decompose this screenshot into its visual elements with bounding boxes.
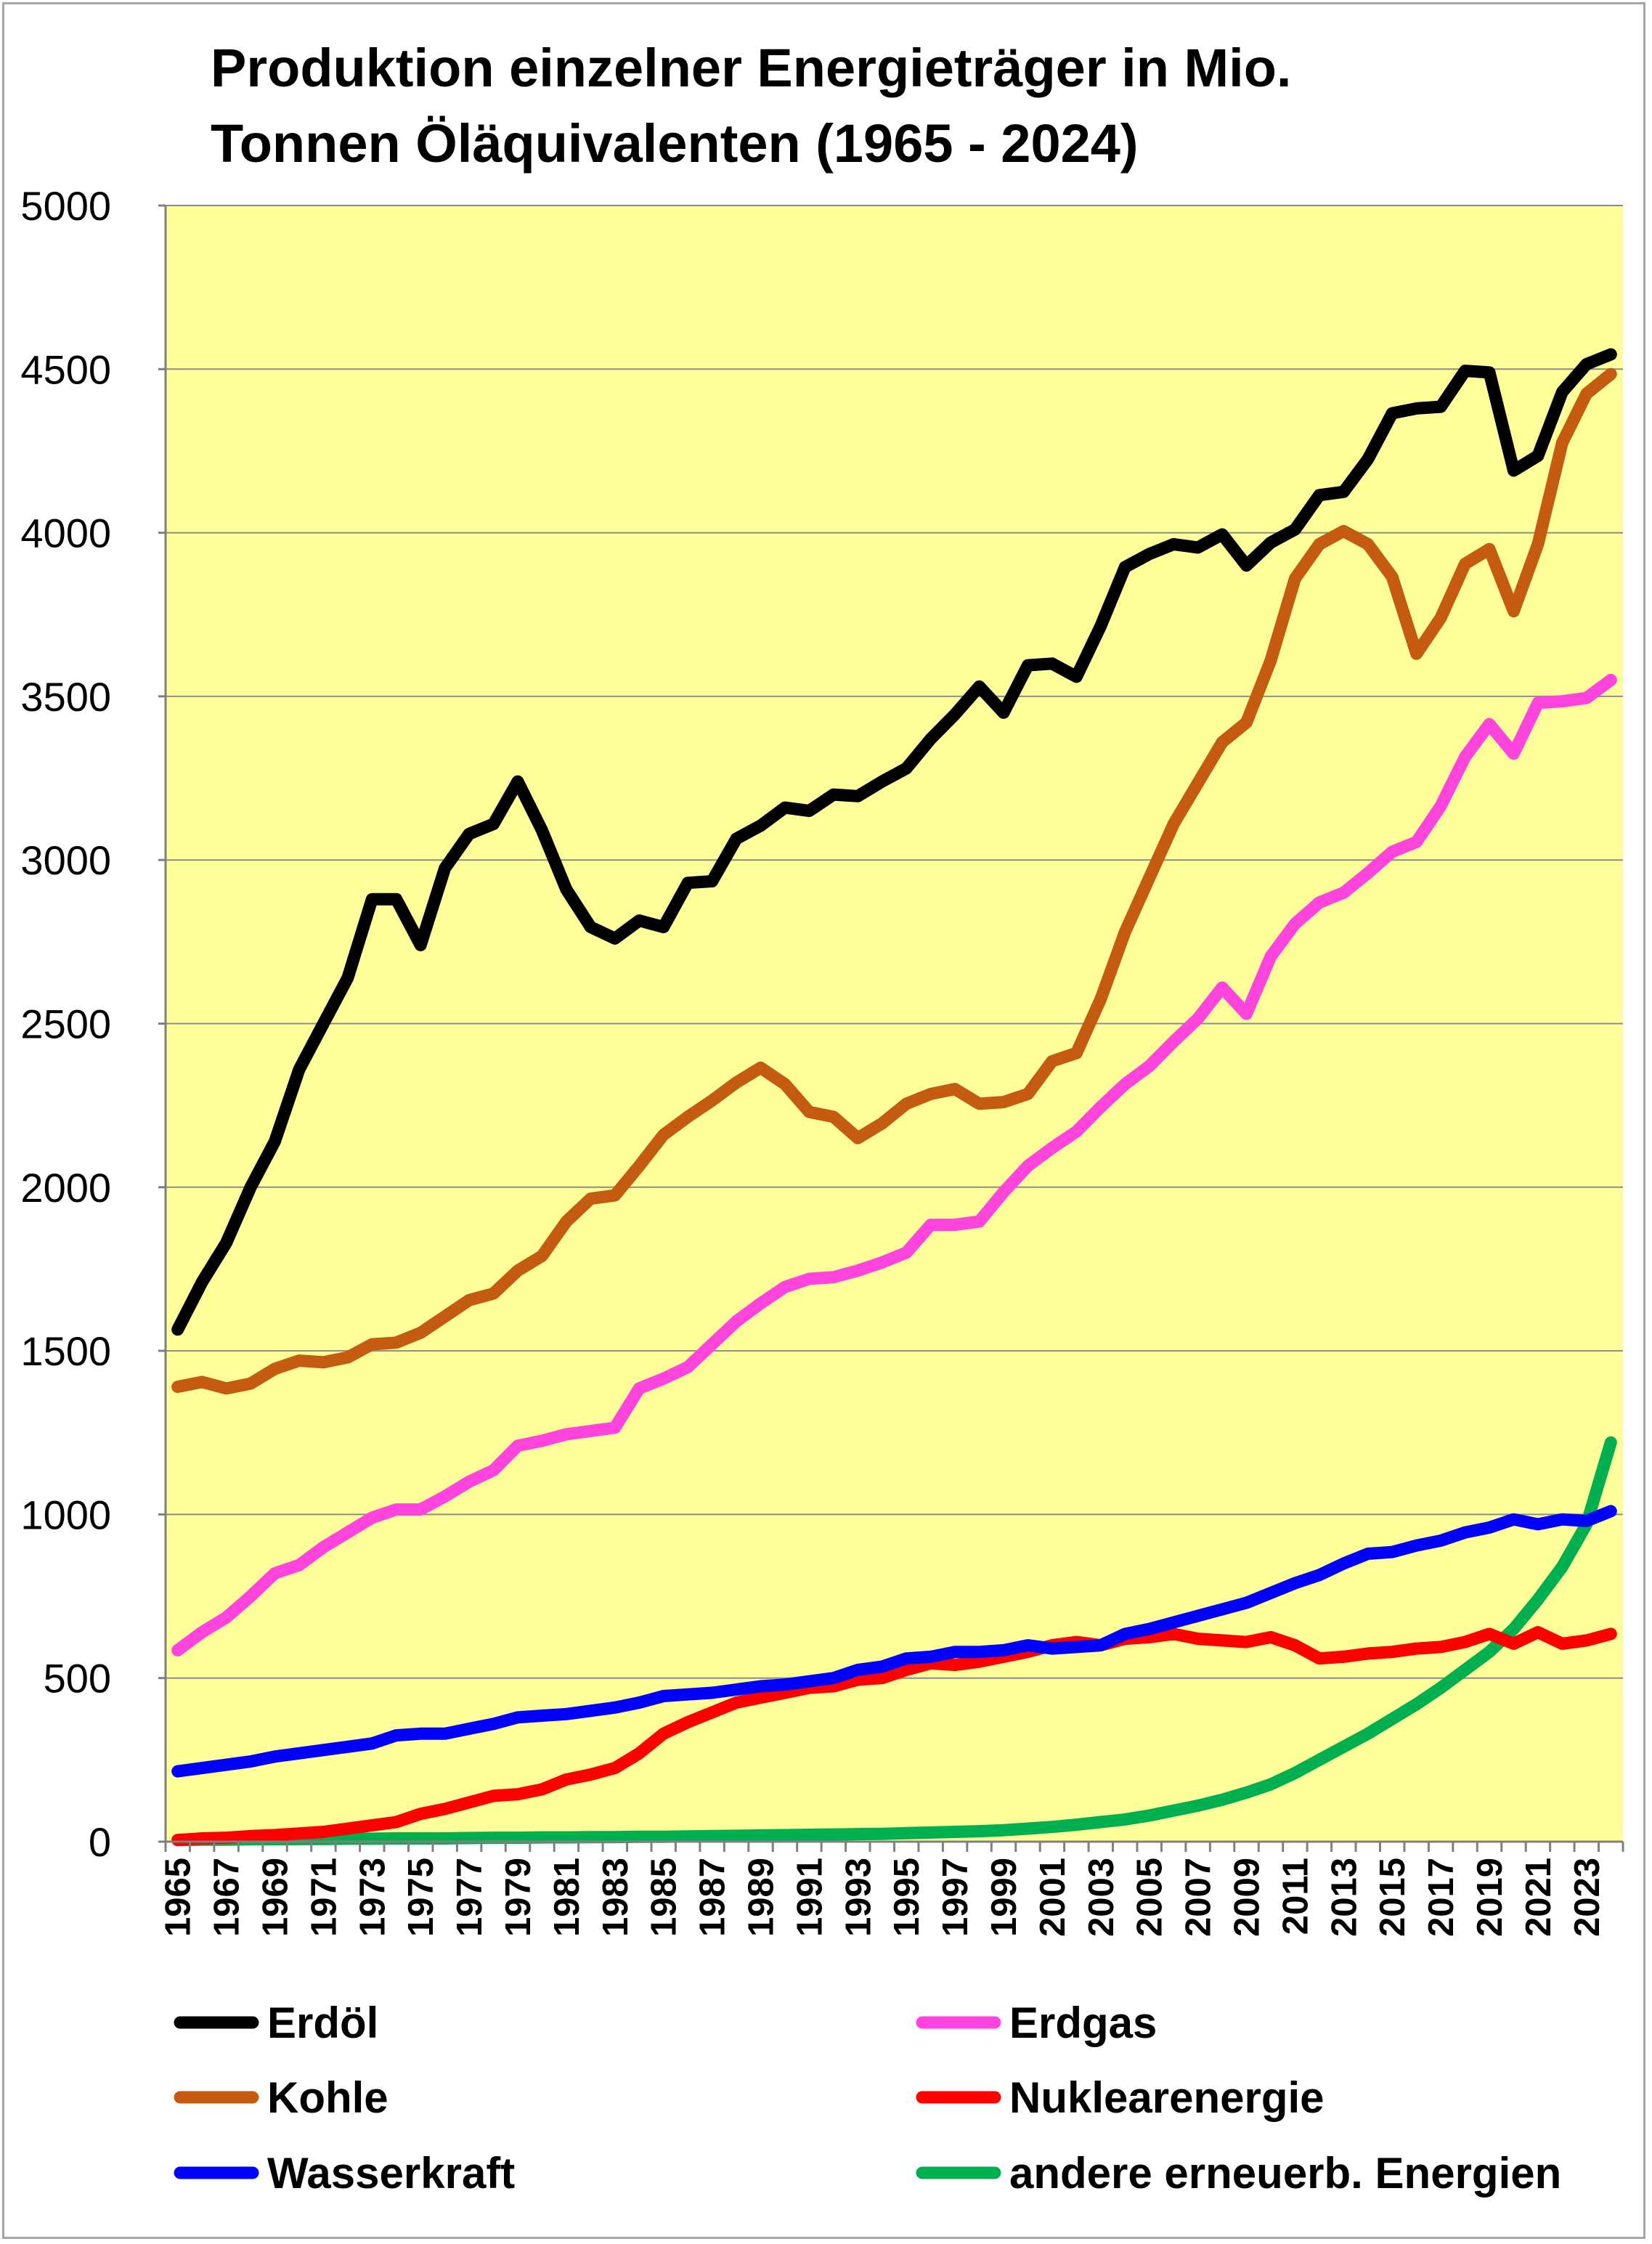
y-tick-2500: 2500 [20, 1001, 111, 1047]
chart-title: Produktion einzelner Energieträger in Mi… [211, 31, 1590, 182]
y-tick-0: 0 [89, 1819, 111, 1865]
x-tick-1981: 1981 [548, 1858, 587, 1937]
chart-title-line-2: Tonnen Öläquivalenten (1965 - 2024) [211, 113, 1139, 174]
x-tick-1997: 1997 [936, 1858, 975, 1937]
x-tick-1995: 1995 [887, 1858, 927, 1937]
legend-label-3: Nuklearenergie [1009, 2073, 1325, 2122]
x-tick-2011: 2011 [1276, 1858, 1315, 1935]
legend-label-0: Erdöl [267, 1999, 378, 2047]
x-tick-1989: 1989 [742, 1858, 781, 1937]
series-lines [171, 348, 1617, 1847]
y-tick-1500: 1500 [20, 1328, 111, 1374]
x-tick-1977: 1977 [450, 1858, 489, 1937]
y-tick-4500: 4500 [20, 346, 111, 392]
y-tick-4000: 4000 [20, 511, 111, 556]
x-tick-2003: 2003 [1082, 1858, 1121, 1937]
series-line-2 [171, 367, 1617, 1395]
legend-label-4: Wasserkraft [267, 2149, 515, 2198]
x-tick-1965: 1965 [159, 1858, 198, 1937]
y-tick-1000: 1000 [20, 1492, 111, 1537]
legend: Erdöl Erdgas Kohle Nuklearenergie Wasserkraf… [174, 1999, 1561, 2198]
x-tick-2005: 2005 [1131, 1858, 1170, 1937]
x-tick-2001: 2001 [1033, 1858, 1073, 1937]
x-tick-1993: 1993 [839, 1858, 878, 1937]
x-tick-2023: 2023 [1568, 1858, 1607, 1937]
x-tick-1969: 1969 [256, 1858, 296, 1937]
x-tick-1983: 1983 [596, 1858, 635, 1937]
y-tick-3500: 3500 [20, 674, 111, 720]
x-tick-2007: 2007 [1179, 1858, 1218, 1937]
x-tick-1991: 1991 [790, 1858, 829, 1937]
chart-title-line-1: Produktion einzelner Energieträger in Mi… [211, 38, 1292, 98]
x-tick-2013: 2013 [1325, 1858, 1364, 1937]
x-tick-1971: 1971 [304, 1858, 343, 1937]
x-tick-1987: 1987 [693, 1858, 733, 1937]
x-tick-2019: 2019 [1470, 1858, 1510, 1937]
x-tick-1985: 1985 [645, 1858, 684, 1937]
y-tick-3000: 3000 [20, 837, 111, 883]
x-tick-2015: 2015 [1373, 1858, 1412, 1937]
x-tick-2021: 2021 [1519, 1858, 1558, 1937]
y-axis-tick-labels: 0 500 1000 1500 2000 2500 3000 3500 4000 4500 5000 [20, 183, 166, 1865]
y-tick-2000: 2000 [20, 1165, 111, 1211]
series-line-0 [171, 348, 1617, 1336]
x-tick-1975: 1975 [402, 1858, 441, 1937]
x-axis-tick-labels: 1965 1967 1969 1971 1973 1975 1977 1979 1981 1983… [159, 1858, 1607, 1937]
x-tick-1999: 1999 [985, 1858, 1024, 1937]
x-tick-1973: 1973 [353, 1858, 392, 1937]
legend-label-5: andere erneuerb. Energien [1009, 2149, 1561, 2198]
axes [164, 206, 1624, 1852]
series-line-5 [171, 1436, 1617, 1847]
legend-label-1: Erdgas [1009, 1999, 1157, 2047]
legend-label-2: Kohle [267, 2073, 388, 2122]
x-tick-1979: 1979 [499, 1858, 538, 1937]
series-line-3 [171, 1626, 1617, 1847]
y-tick-500: 500 [44, 1656, 111, 1702]
series-line-4 [171, 1505, 1617, 1778]
y-tick-5000: 5000 [20, 183, 111, 229]
x-tick-2009: 2009 [1228, 1858, 1267, 1937]
x-tick-1967: 1967 [208, 1858, 247, 1937]
series-line-1 [171, 673, 1617, 1656]
x-tick-2017: 2017 [1422, 1858, 1461, 1937]
